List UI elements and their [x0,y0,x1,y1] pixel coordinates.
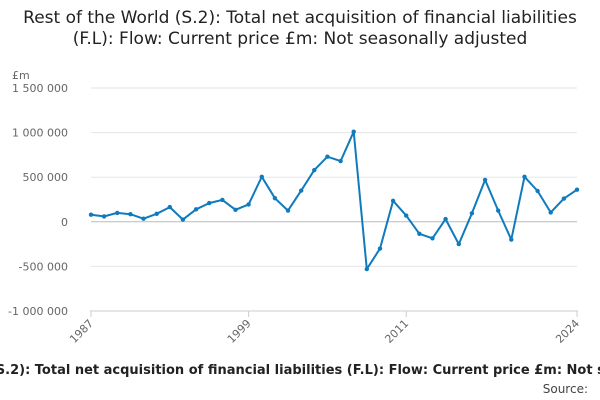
data-point[interactable] [88,212,94,217]
y-tick-label: 500 000 [23,171,69,184]
y-tick-label: -500 000 [19,260,68,273]
data-point[interactable] [180,217,186,222]
data-point[interactable] [469,211,475,216]
series-line [90,130,578,271]
data-point[interactable] [141,216,146,221]
x-tick-label: 2024 [553,317,582,346]
x-tick-label: 2011 [382,317,411,346]
y-tick-label: 1 500 000 [12,82,68,95]
chart-title: Rest of the World (S.2): Total net acqui… [23,8,577,49]
gridlines [91,87,577,312]
footer-caption-text: Rest of the World (S.2): Total net acqui… [0,363,600,378]
data-point[interactable] [377,246,383,251]
data-point[interactable] [101,214,107,219]
data-point[interactable] [207,200,212,206]
data-point[interactable] [285,208,291,213]
data-point[interactable] [338,158,343,164]
data-point[interactable] [574,187,580,192]
data-point[interactable] [193,207,199,212]
data-point[interactable] [364,266,369,272]
data-point[interactable] [154,211,159,216]
data-point[interactable] [325,154,330,159]
data-point[interactable] [351,129,356,134]
data-point[interactable] [312,167,317,173]
data-point[interactable] [128,212,133,217]
data-point[interactable] [430,236,435,241]
y-tick-label: -1 000 000 [8,305,68,318]
footer-caption: Rest of the World (S.2): Total net acqui… [0,363,600,381]
y-axis-ticks: 1 500 000 1 000 000 500 000 0 -500 000 -1 000… [8,82,68,318]
data-point[interactable] [233,207,238,212]
data-point[interactable] [390,198,396,203]
data-point[interactable] [522,174,527,179]
x-tick-label: 1999 [225,317,254,346]
data-point[interactable] [482,177,488,183]
y-tick-label: 1 000 000 [12,127,68,140]
data-point[interactable] [496,208,501,213]
data-point[interactable] [548,210,553,215]
data-point[interactable] [561,196,567,201]
data-point[interactable] [220,197,225,203]
data-point[interactable] [404,213,409,218]
data-point[interactable] [443,216,448,222]
data-point[interactable] [246,202,251,207]
y-axis-unit-label: £m [12,69,30,82]
y-tick-label: 0 [61,216,68,229]
data-point[interactable] [299,188,304,193]
data-point[interactable] [535,188,540,194]
data-point[interactable] [272,196,278,201]
x-tick-label: 1987 [67,317,96,346]
data-point[interactable] [115,210,120,216]
x-axis-ticks: 1987 1999 2011 2024 [67,317,582,346]
data-point[interactable] [259,174,264,179]
data-point[interactable] [456,241,461,247]
data-point[interactable] [509,237,514,242]
axes [90,310,578,317]
source-label: Source: [542,382,588,396]
series-layer [88,129,580,272]
data-point[interactable] [417,231,422,236]
data-point[interactable] [167,204,172,210]
